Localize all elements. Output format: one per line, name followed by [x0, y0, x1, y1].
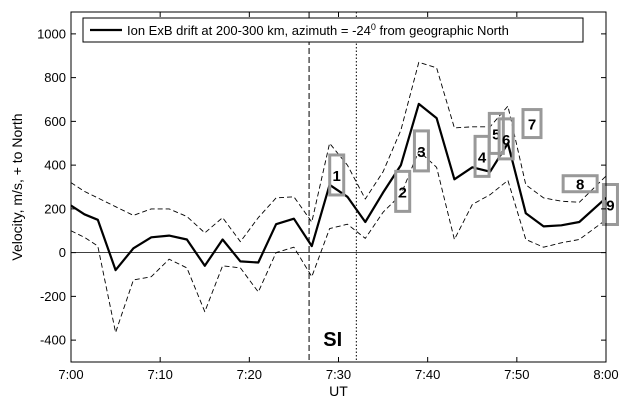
event-box-3 — [412, 129, 430, 173]
y-tick-label: 200 — [44, 201, 66, 216]
x-tick-label: 7:40 — [415, 367, 440, 382]
event-box-5 — [487, 111, 505, 155]
axis-ticks: 7:00 7:10 7:20 7:30 7:40 7:50 8:00 -400 -200 0 200… — [37, 12, 619, 382]
event-box-7 — [521, 108, 543, 140]
series-line-upper-bound — [71, 61, 606, 243]
x-tick-label: 7:10 — [148, 367, 173, 382]
x-tick-label: 7:20 — [237, 367, 262, 382]
y-tick-label: -400 — [40, 333, 66, 348]
event-box-1 — [328, 153, 346, 197]
si-label: SI — [323, 329, 342, 351]
series-line-drift — [71, 102, 606, 272]
y-tick-label: 600 — [44, 114, 66, 129]
legend-box — [82, 17, 584, 43]
event-box-label-9: 9 — [606, 198, 614, 215]
y-tick-label: -200 — [40, 289, 66, 304]
event-box-9 — [601, 183, 619, 226]
event-boxes-layer: 1 2 3 45 6 7 8 9 — [328, 108, 619, 226]
event-box-label-2: 2 — [399, 184, 407, 201]
event-lines-layer — [308, 12, 357, 362]
x-axis-label: UT — [329, 383, 348, 399]
event-box-2 — [394, 169, 412, 213]
y-tick-label: 1000 — [37, 26, 66, 41]
y-tick-label: 0 — [59, 245, 66, 260]
event-box-label-6: 6 — [502, 132, 510, 149]
y-tick-label: 400 — [44, 158, 66, 173]
event-box-label-5: 5 — [492, 126, 500, 143]
x-tick-label: 7:50 — [504, 367, 529, 382]
event-box-4 — [473, 134, 491, 178]
legend: Ion ExB drift at 200-300 km, azimuth = -… — [82, 17, 584, 43]
series-line-lower-bound — [71, 150, 606, 333]
event-box-label-1: 1 — [333, 168, 341, 185]
event-box-label-7: 7 — [528, 117, 536, 134]
event-box-8 — [561, 174, 599, 194]
x-tick-label: 7:30 — [326, 367, 351, 382]
y-tick-label: 800 — [44, 70, 66, 85]
series-layer — [71, 61, 606, 333]
x-tick-label: 7:00 — [58, 367, 83, 382]
y-axis-label: Velocity, m/s, + to North — [9, 113, 25, 260]
event-box-label-3: 3 — [417, 144, 425, 161]
event-box-6 — [497, 117, 515, 161]
x-tick-label: 8:00 — [593, 367, 618, 382]
event-box-label-4: 4 — [478, 149, 487, 166]
plot-frame — [70, 11, 607, 363]
event-box-label-8: 8 — [576, 177, 584, 194]
legend-label: Ion ExB drift at 200-300 km, azimuth = -… — [127, 22, 509, 38]
